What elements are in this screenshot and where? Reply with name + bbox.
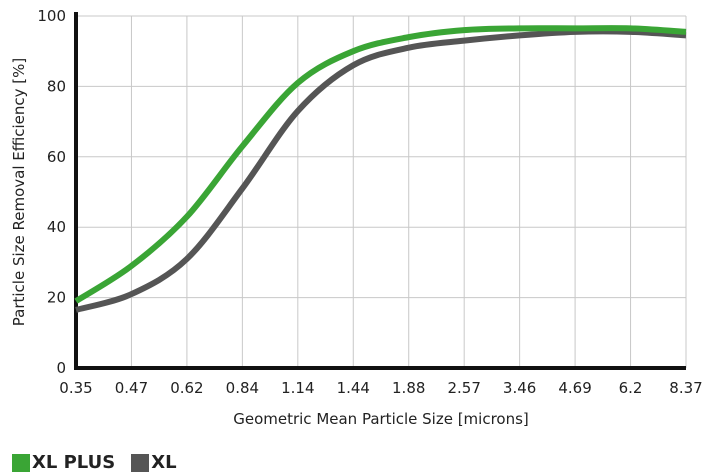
x-tick-label: 1.14 xyxy=(281,379,314,397)
grid xyxy=(76,15,687,368)
series-lines xyxy=(74,25,687,313)
y-axis-title: Particle Size Removal Efficiency [%] xyxy=(10,58,28,327)
x-tick-label: 0.35 xyxy=(59,379,92,397)
legend-swatch-xl-plus xyxy=(12,453,30,472)
series-line-xl-plus xyxy=(74,25,687,304)
y-tick-labels: 0 20 40 60 80 100 xyxy=(37,7,66,377)
x-tick-label: 1.44 xyxy=(337,379,370,397)
x-tick-label: 2.57 xyxy=(447,379,480,397)
x-tick-label: 4.69 xyxy=(558,379,591,397)
legend-label-xl-plus: XL PLUS xyxy=(32,452,116,473)
y-tick-label: 40 xyxy=(47,218,66,236)
series-line-xl xyxy=(75,28,687,313)
x-tick-label: 6.2 xyxy=(619,379,643,397)
x-tick-label: 0.84 xyxy=(226,379,259,397)
x-tick-labels: 0.35 0.47 0.62 0.84 1.14 1.44 1.88 2.57 3.46 4.69… xyxy=(59,379,702,397)
x-tick-label: 0.62 xyxy=(170,379,203,397)
legend-swatch-xl xyxy=(131,453,150,472)
x-tick-label: 3.46 xyxy=(503,379,536,397)
y-tick-label: 80 xyxy=(47,77,66,95)
legend: XL PLUS XL xyxy=(12,452,193,473)
x-tick-label: 8.37 xyxy=(669,379,702,397)
legend-label-xl: XL xyxy=(151,452,177,473)
x-tick-label: 0.47 xyxy=(115,379,148,397)
x-tick-label: 1.88 xyxy=(392,379,425,397)
y-tick-label: 100 xyxy=(37,7,66,25)
y-tick-label: 60 xyxy=(47,148,66,166)
y-tick-label: 20 xyxy=(47,289,66,307)
y-tick-label: 0 xyxy=(56,359,66,377)
x-axis-title: Geometric Mean Particle Size [microns] xyxy=(233,410,529,428)
legend-item-xl-plus: XL PLUS xyxy=(12,452,115,473)
axes xyxy=(74,12,686,370)
legend-item-xl: XL xyxy=(131,452,177,473)
